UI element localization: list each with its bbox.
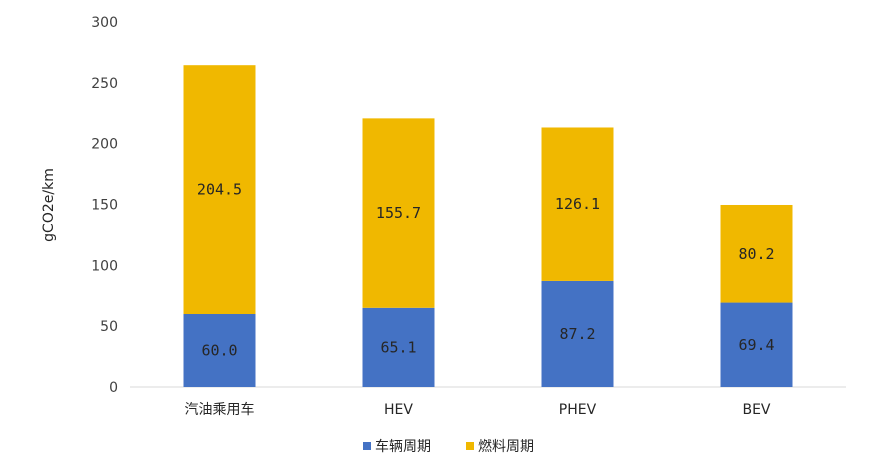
- y-tick-label: 50: [100, 319, 118, 335]
- bar-segment-vehicle: [183, 314, 256, 387]
- x-tick-label: HEV: [384, 402, 413, 418]
- y-axis-label: gCO2e/km: [41, 168, 57, 242]
- x-tick-label: 汽油乘用车: [185, 401, 255, 418]
- data-label: 60.0: [201, 342, 237, 360]
- bar-segment-fuel: [541, 127, 614, 281]
- bars: 60.0 204.5 65.1 155.7 87.2 126.1 69.4 80.2: [183, 65, 793, 387]
- y-tick-label: 300: [91, 15, 118, 31]
- bar-segment-vehicle: [720, 302, 793, 387]
- y-tick-label: 150: [91, 198, 118, 214]
- data-label: 204.5: [197, 181, 242, 199]
- legend-label: 车辆周期: [375, 438, 431, 455]
- bar-segment-fuel: [183, 65, 256, 314]
- bar-segment-vehicle: [541, 280, 614, 387]
- data-label: 126.1: [555, 195, 600, 213]
- legend: 车辆周期 燃料周期: [363, 438, 534, 455]
- x-tick-label: PHEV: [559, 402, 597, 418]
- bar-segment-fuel: [362, 118, 435, 308]
- data-label: 69.4: [738, 336, 774, 354]
- y-axis-ticks: 0 50 100 150 200 250 300: [91, 15, 118, 396]
- x-axis-labels: 汽油乘用车 HEV PHEV BEV: [185, 401, 771, 418]
- data-label: 65.1: [380, 338, 416, 356]
- bar-segment-vehicle: [362, 307, 435, 387]
- data-label: 155.7: [376, 204, 421, 222]
- legend-label: 燃料周期: [478, 438, 534, 455]
- y-tick-label: 200: [91, 137, 118, 153]
- legend-swatch: [363, 442, 371, 450]
- x-tick-label: BEV: [742, 402, 770, 418]
- bar-segment-fuel: [720, 204, 793, 303]
- y-tick-label: 250: [91, 76, 118, 92]
- legend-swatch: [466, 442, 474, 450]
- data-label: 87.2: [559, 325, 595, 343]
- y-tick-label: 100: [91, 258, 118, 274]
- y-tick-label: 0: [109, 380, 118, 396]
- data-label: 80.2: [738, 245, 774, 263]
